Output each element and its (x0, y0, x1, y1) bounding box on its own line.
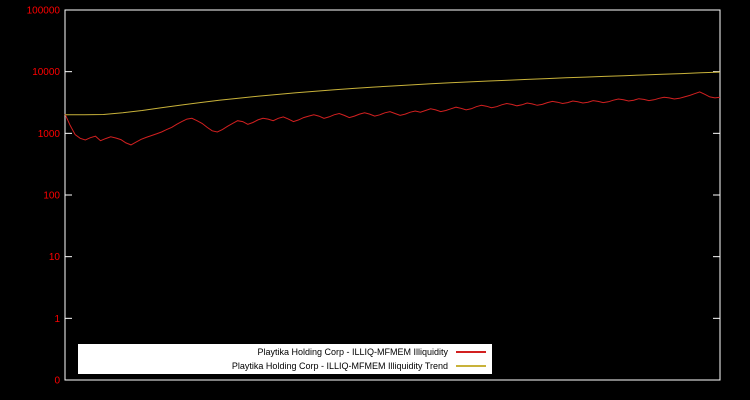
legend-line-sample-illiquidity-trend (456, 365, 486, 367)
y-tick-label: 100 (43, 191, 60, 202)
legend-label-illiquidity: Playtika Holding Corp - ILLIQ-MFMEM Illi… (257, 346, 448, 357)
legend-label-illiquidity-trend: Playtika Holding Corp - ILLIQ-MFMEM Illi… (231, 360, 448, 371)
legend-item-illiquidity: Playtika Holding Corp - ILLIQ-MFMEM Illi… (84, 346, 486, 359)
y-tick-label: 100000 (27, 6, 61, 17)
illiquidity-line (64, 91, 721, 146)
y-tick-label: 1000 (38, 129, 61, 140)
y-tick-label: 10000 (32, 67, 60, 78)
legend: Playtika Holding Corp - ILLIQ-MFMEM Illi… (78, 344, 492, 374)
plot-border (64, 9, 721, 381)
legend-item-illiquidity-trend: Playtika Holding Corp - ILLIQ-MFMEM Illi… (84, 360, 486, 373)
y-tick-label: 10 (49, 252, 61, 263)
legend-line-sample-illiquidity (456, 351, 486, 353)
illiquidity-trend-line (65, 71, 721, 116)
y-tick-label: 1 (54, 314, 60, 325)
y-tick-label: 0 (54, 376, 60, 387)
